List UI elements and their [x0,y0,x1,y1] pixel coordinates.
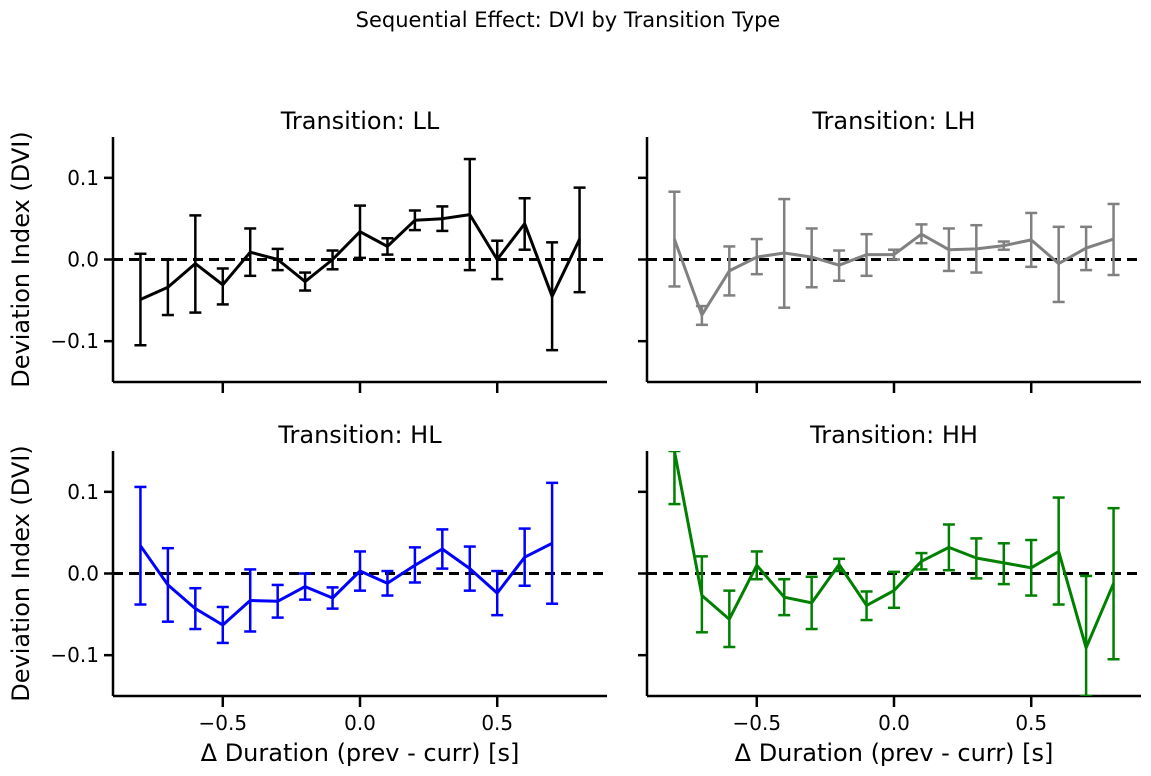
x-tick-label: 0.0 [878,711,910,735]
y-tick-label: −0.1 [50,329,99,353]
panel-hh: Transition: HH −0.5 0.0 0.5 Δ Duration (prev… [638,421,1141,767]
y-tick-label: 0.1 [67,480,99,504]
y-tick-label: 0.1 [67,166,99,190]
x-axis-label: Δ Duration (prev - curr) [s] [201,739,520,767]
series-line [672,232,1115,317]
x-axis-label: Δ Duration (prev - curr) [s] [735,739,1054,767]
y-tick-label: 0.0 [67,248,99,272]
panel-title: Transition: HH [809,421,978,449]
plot-area [113,481,607,645]
subplot-grid: Transition: LL −0.1 0.0 0.1 Deviation Index … [7,107,1141,767]
y-tick-label: −0.1 [50,643,99,667]
y-axis-label: Deviation Index (DVI) [7,131,35,387]
x-tick-label: −0.5 [732,711,781,735]
series-line [139,541,553,627]
plot-area [647,451,1141,696]
figure-title: Sequential Effect: DVI by Transition Typ… [356,8,781,32]
y-axis-label: Deviation Index (DVI) [7,445,35,701]
panel-title: Transition: LL [280,107,440,135]
series-line [672,451,1115,650]
panel-ll: Transition: LL −0.1 0.0 0.1 Deviation Index … [7,107,607,393]
plot-area [113,157,607,352]
plot-area [647,190,1141,327]
x-tick-label: 0.0 [344,711,376,735]
y-tick-label: 0.0 [67,562,99,586]
panel-hl: Transition: HL −0.1 0.0 0.1 −0.5 0.0 0.5 Deviat… [7,421,607,767]
x-tick-label: 0.5 [481,711,513,735]
x-tick-label: −0.5 [198,711,247,735]
panel-lh: Transition: LH [638,107,1141,393]
panel-title: Transition: LH [811,107,975,135]
panel-title: Transition: HL [277,421,442,449]
x-tick-label: 0.5 [1015,711,1047,735]
